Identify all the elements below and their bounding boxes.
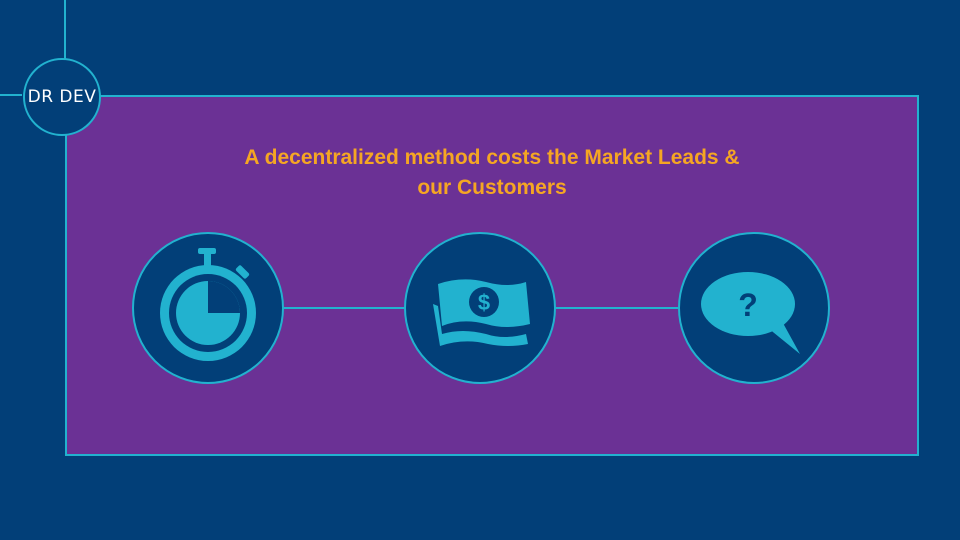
stopwatch-icon [160,248,256,361]
speech-bubble-question-icon: ? [701,272,800,354]
speech-bubble-circle: ? [678,232,830,384]
slide-title: A decentralized method costs the Market … [65,143,919,203]
decorative-horizontal-line [0,94,22,96]
question-mark: ? [738,287,758,323]
logo-text: DR DEV [27,87,97,107]
decorative-vertical-line [64,0,66,60]
dollar-sign: $ [478,290,490,315]
connector-line-1 [284,307,404,309]
dr-dev-logo: DR DEV [23,58,101,136]
connector-line-2 [556,307,678,309]
title-line-2: our Customers [417,176,567,199]
stopwatch-circle [132,232,284,384]
money-icon: $ [433,279,530,346]
money-circle: $ [404,232,556,384]
title-line-1: A decentralized method costs the Market … [244,146,740,169]
